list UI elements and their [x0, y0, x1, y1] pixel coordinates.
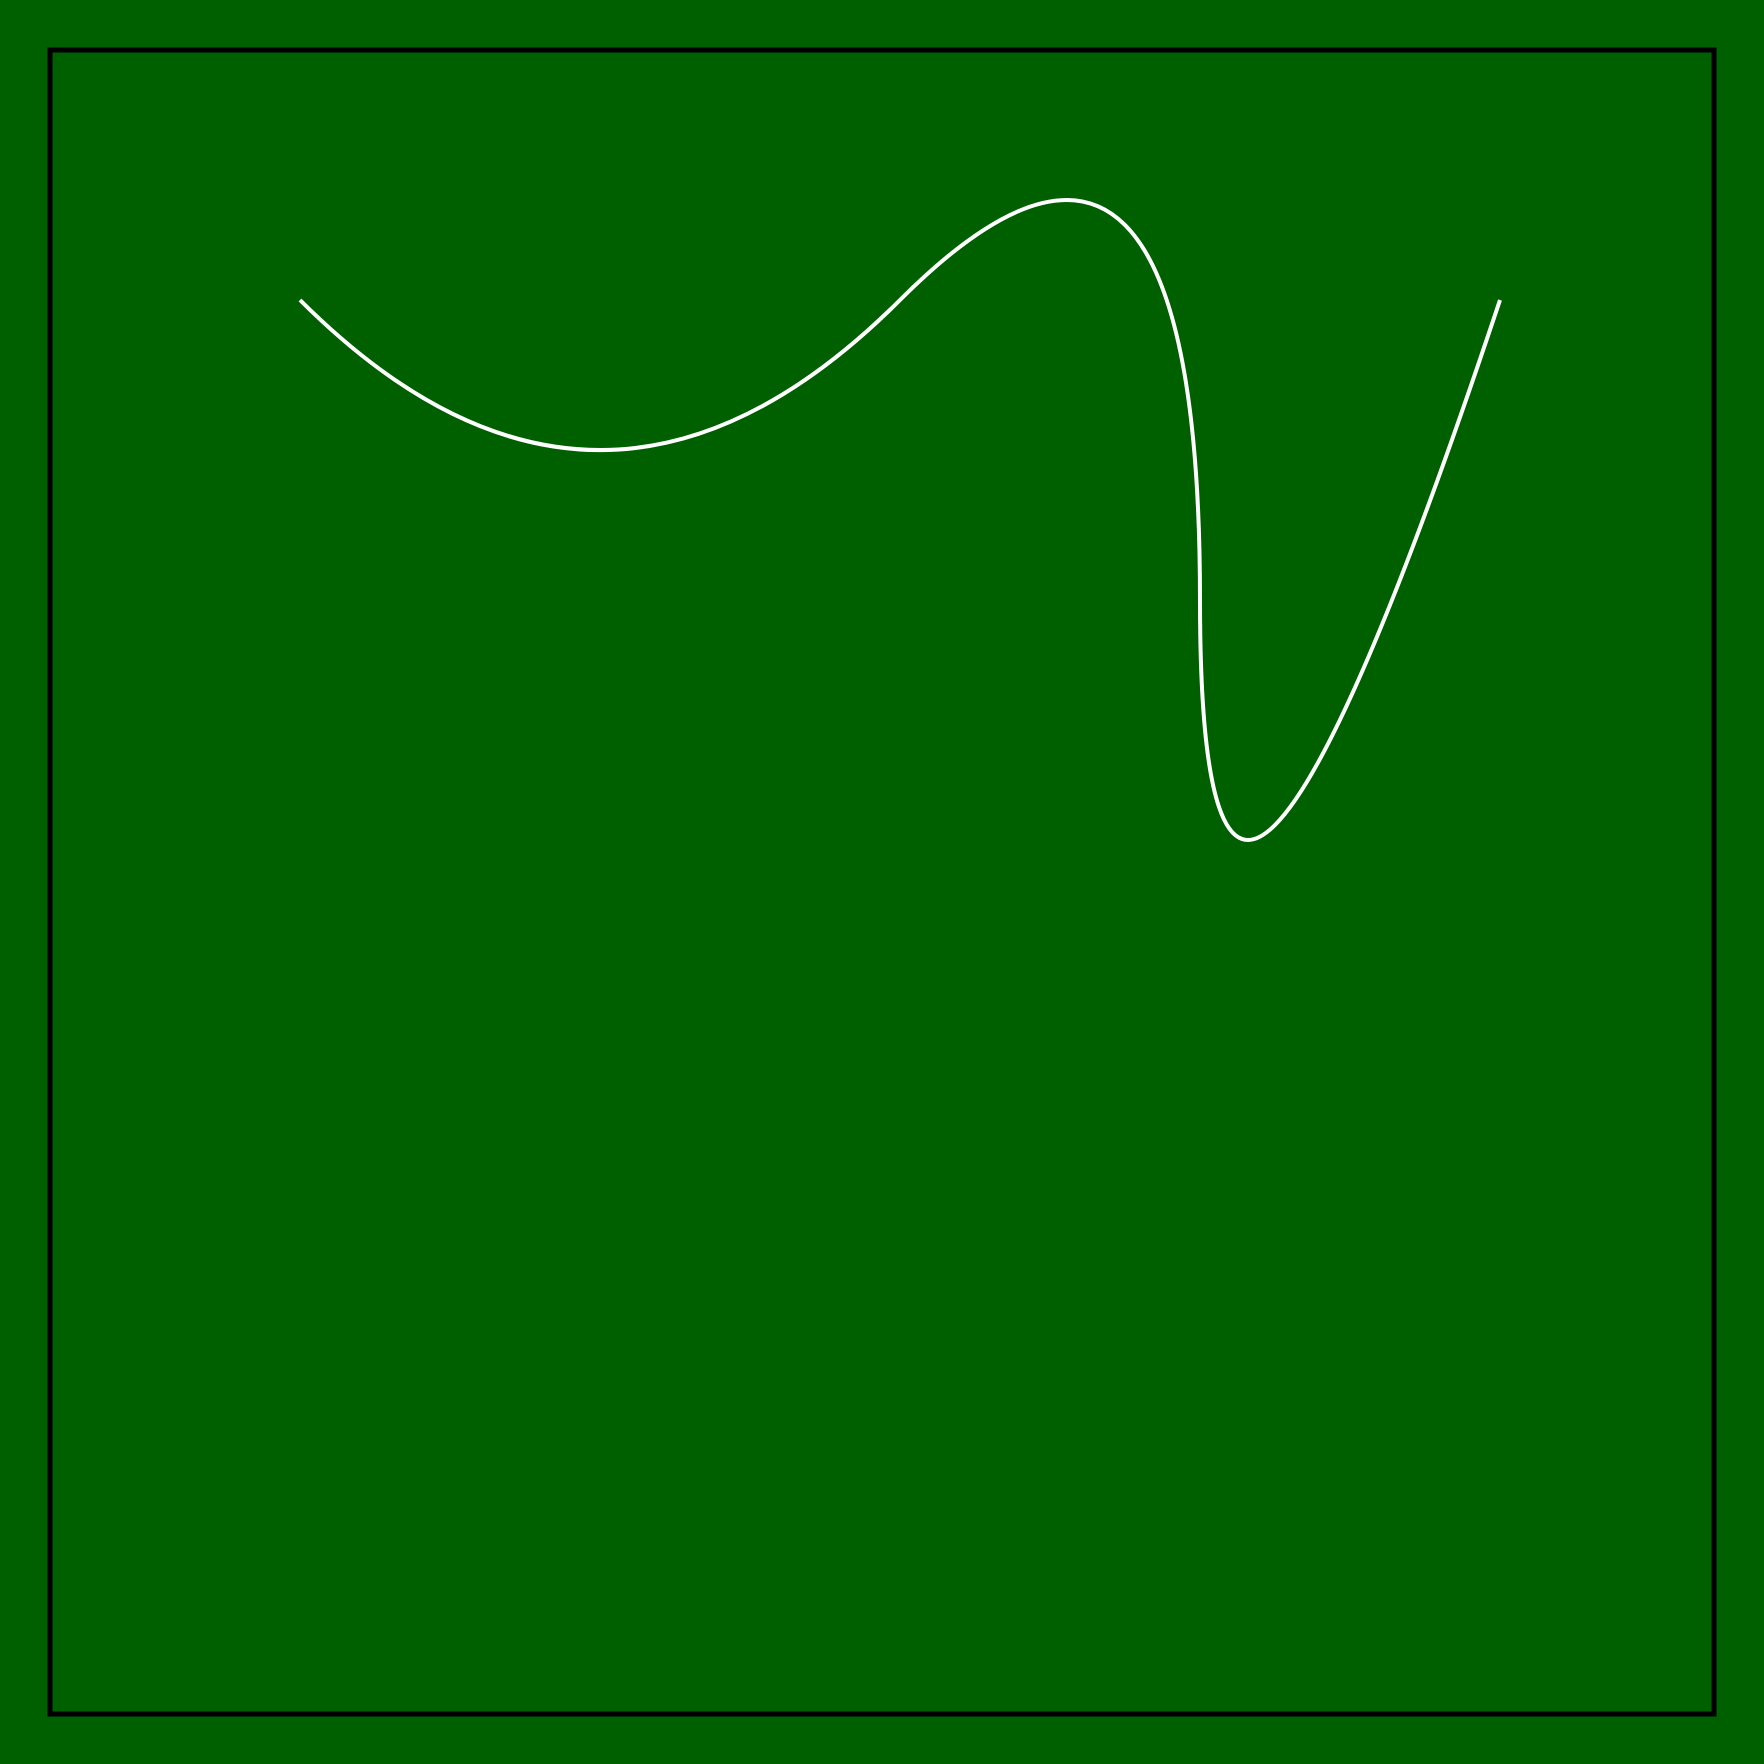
frame-rectangle — [47, 47, 1717, 1717]
wave-curve — [298, 198, 1502, 842]
